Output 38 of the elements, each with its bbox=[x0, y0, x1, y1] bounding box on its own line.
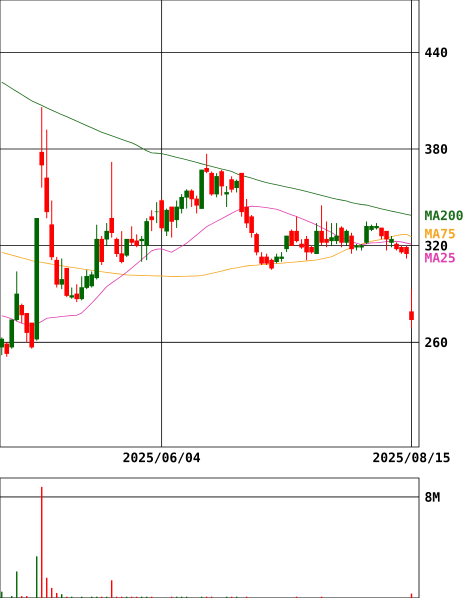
candlestick bbox=[389, 235, 394, 248]
candlestick bbox=[344, 229, 349, 246]
x-tick-label: 2025/06/04 bbox=[123, 452, 200, 464]
candlestick bbox=[164, 208, 169, 236]
candlestick bbox=[59, 258, 64, 290]
series-label: MA25 bbox=[425, 252, 455, 263]
candlestick bbox=[209, 171, 214, 196]
series-label: MA200 bbox=[425, 210, 463, 220]
candlestick bbox=[0, 336, 4, 356]
y-tick-label: 260 bbox=[425, 337, 448, 348]
candlestick bbox=[254, 232, 259, 256]
candlestick bbox=[229, 176, 234, 193]
y-tick-label: 440 bbox=[425, 47, 448, 58]
candlestick bbox=[39, 106, 44, 188]
candlestick bbox=[104, 222, 109, 246]
candlestick bbox=[314, 222, 319, 254]
candlestick bbox=[169, 206, 174, 238]
candlestick bbox=[409, 288, 414, 328]
candlestick bbox=[99, 235, 104, 266]
candlestick bbox=[214, 172, 219, 198]
y-tick-label: 320 bbox=[425, 240, 448, 251]
candlestick bbox=[4, 342, 10, 358]
candlestick bbox=[339, 226, 344, 248]
x-tick-label: 2025/08/15 bbox=[373, 452, 450, 464]
y-tick-label: 8M bbox=[425, 492, 440, 502]
candlestick bbox=[284, 235, 289, 253]
series-label: MA75 bbox=[425, 228, 455, 238]
candlestick bbox=[124, 238, 129, 258]
candlestick bbox=[204, 153, 209, 174]
candlestick bbox=[234, 179, 239, 193]
candlestick bbox=[349, 232, 354, 254]
candlestick bbox=[219, 169, 224, 196]
candlestick bbox=[149, 210, 154, 232]
candlestick bbox=[74, 284, 79, 303]
candlestick bbox=[224, 186, 229, 208]
candlestick bbox=[109, 161, 114, 238]
candlestick bbox=[69, 287, 74, 300]
y-tick-label: 380 bbox=[425, 144, 448, 154]
